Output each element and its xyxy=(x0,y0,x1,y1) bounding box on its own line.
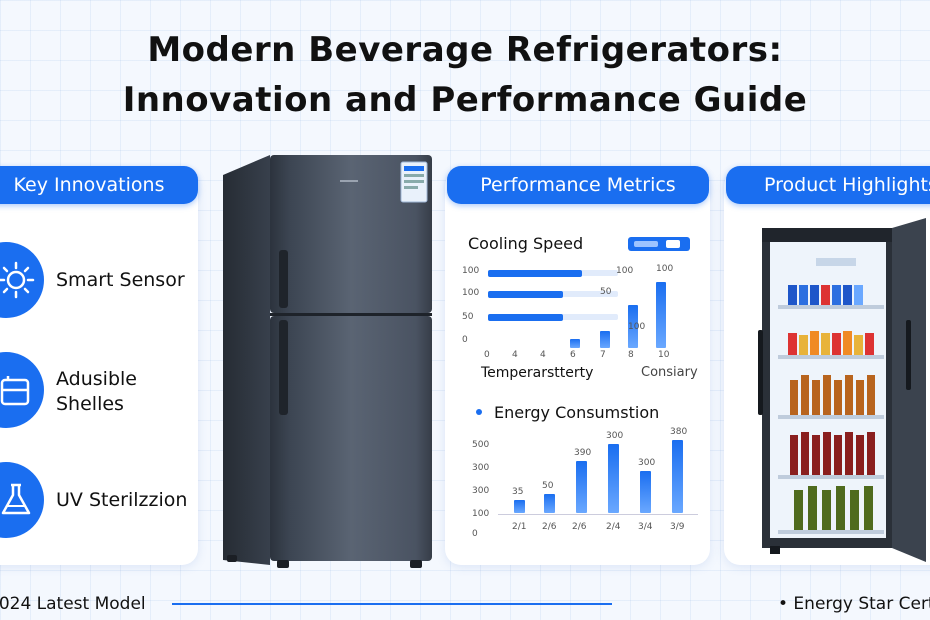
energy-axis xyxy=(498,514,698,515)
footer-divider xyxy=(172,603,612,605)
cooling-x-tick: 4 xyxy=(540,350,546,360)
energy-x-tick: 2/6 xyxy=(542,522,557,532)
energy-x-tick: 2/4 xyxy=(606,522,621,532)
energy-x-tick: 3/9 xyxy=(670,522,685,532)
beverage-fridge-image xyxy=(758,218,926,562)
cooling-speed-title: Cooling Speed xyxy=(468,234,584,253)
cooling-x-tick: 4 xyxy=(512,350,518,360)
energy-bar xyxy=(544,494,555,513)
cooling-vbar xyxy=(570,338,580,348)
cooling-x-tick: 6 xyxy=(570,350,576,360)
footer-energy-star: • Energy Star Certified xyxy=(778,594,930,614)
energy-bullet xyxy=(476,409,482,415)
feature-uv-sterilization-label: UV Sterilzzion xyxy=(56,489,188,511)
energy-bar-label: 35 xyxy=(512,487,524,498)
energy-x-tick: 2/1 xyxy=(512,522,527,532)
cooling-xlabel-left: Temperarstterty xyxy=(481,365,594,381)
cooling-x-tick: 0 xyxy=(484,350,490,360)
cooling-bar-label: 100 xyxy=(616,266,634,276)
cooling-toggle-knob xyxy=(666,240,680,248)
energy-y-tick: 500 xyxy=(472,440,490,450)
energy-bar xyxy=(514,500,525,513)
cooling-y-tick: 100 xyxy=(462,266,480,276)
cooling-x-tick: 8 xyxy=(628,350,634,360)
cooling-toggle[interactable] xyxy=(628,237,690,251)
cooling-vbar xyxy=(656,281,666,348)
energy-y-tick: 0 xyxy=(472,529,478,539)
energy-consumption-chart: 500 300 300 100 0 35 50 390 300 300 380 2/1 2/6 2/6 2/… xyxy=(470,425,700,540)
key-innovations-header[interactable]: Key Innovations xyxy=(0,166,198,204)
cooling-y-tick: 0 xyxy=(462,335,468,345)
energy-x-tick: 3/4 xyxy=(638,522,653,532)
cooling-y-tick: 100 xyxy=(462,288,480,298)
cooling-xlabel-right: Consiary xyxy=(641,365,698,380)
cooling-x-tick: 10 xyxy=(658,350,670,360)
energy-bar xyxy=(576,460,587,513)
cooling-hbar xyxy=(488,291,564,298)
energy-bar-label: 300 xyxy=(638,458,656,468)
energy-bar-label: 380 xyxy=(670,426,688,437)
energy-bar xyxy=(672,439,683,513)
feature-adjustable-shelves-line: Adusible xyxy=(56,368,137,390)
performance-metrics-header[interactable]: Performance Metrics xyxy=(447,166,709,204)
cooling-speed-chart: 100 100 50 0 100 100 50 100 0 4 4 6 7 8 10 xyxy=(460,262,700,382)
energy-bar-label: 390 xyxy=(574,447,592,458)
cooling-bar-label: 50 xyxy=(600,287,612,297)
energy-y-tick: 300 xyxy=(472,486,490,496)
energy-bar-label: 300 xyxy=(606,430,624,441)
feature-smart-sensor-label: Smart Sensor xyxy=(56,269,185,291)
energy-bar-label: 50 xyxy=(542,481,554,492)
cooling-bar-label: 100 xyxy=(656,264,674,274)
cooling-hbar xyxy=(488,270,582,277)
energy-consumption-title: Energy Consumstion xyxy=(494,403,660,422)
energy-bar xyxy=(640,471,651,513)
cooling-y-tick: 50 xyxy=(462,312,474,322)
product-highlights-header[interactable]: Product Highlights xyxy=(726,166,930,204)
page-title-line-2: Innovation and Performance Guide xyxy=(122,80,808,120)
cooling-hbar xyxy=(488,314,564,321)
cooling-vbar xyxy=(628,305,638,348)
refrigerator-image xyxy=(223,155,432,568)
energy-x-tick: 2/6 xyxy=(572,522,587,532)
page-title-line-1: Modern Beverage Refrigerators: xyxy=(147,30,783,70)
cooling-toggle-indicator xyxy=(634,241,658,247)
energy-y-tick: 100 xyxy=(472,509,490,519)
footer-latest-model: 2024 Latest Model xyxy=(0,594,146,614)
energy-bar xyxy=(608,443,619,513)
feature-adjustable-shelves-line: Shelles xyxy=(56,393,124,415)
energy-y-tick: 300 xyxy=(472,463,490,473)
feature-adjustable-shelves-label: Adusible Shelles xyxy=(56,367,137,417)
cooling-x-tick: 7 xyxy=(600,350,606,360)
feature-adjustable-shelves-text: Adusible Shelles xyxy=(56,367,137,417)
cooling-vbar xyxy=(600,330,610,348)
cooling-bar-label: 100 xyxy=(628,322,646,332)
